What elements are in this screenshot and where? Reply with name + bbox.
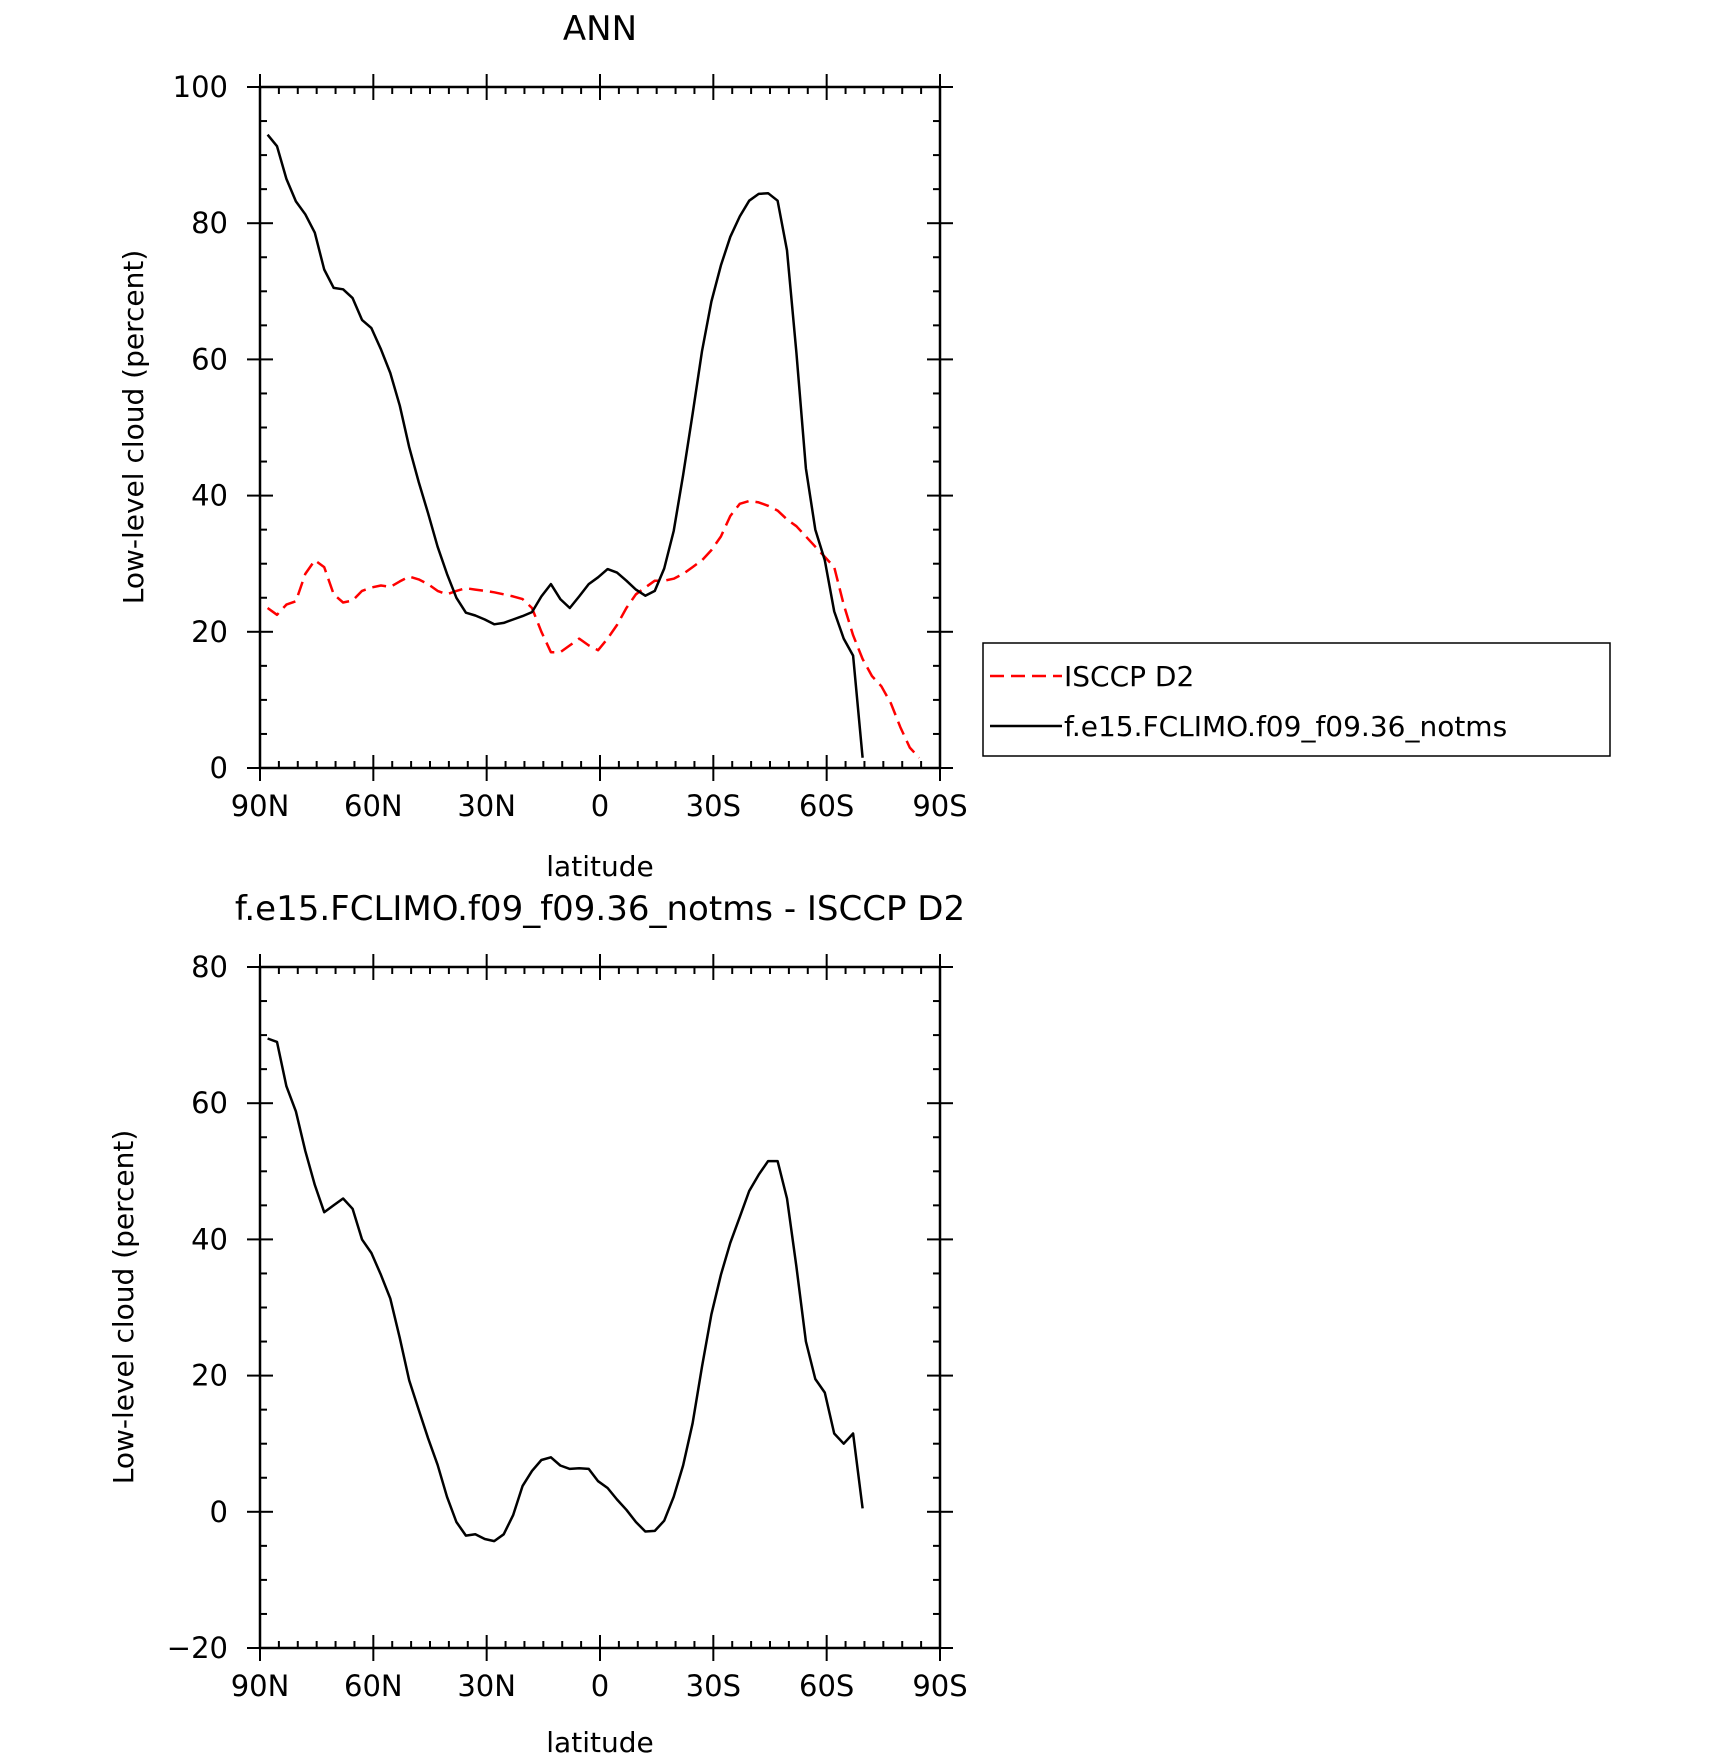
panel-bottom-series [267,1037,864,1543]
legend-box [982,642,1611,757]
panel-bottom-ticks [247,954,953,1661]
series-line-top-1 [266,133,864,758]
panel-top-frame [258,85,942,770]
x-tick-label: 30N [457,1669,516,1703]
y-tick-label: 0 [210,1495,228,1529]
panel-top: ANN 90N 60N 30N 0 30S 60S 90S 0 20 40 60 80 100 lati… [117,9,1611,883]
panel-top-series [266,133,921,759]
y-tick-label: 40 [191,1222,228,1256]
x-tick-label: 30S [686,1669,741,1703]
x-tick-label: 0 [591,1669,609,1703]
y-tick-label: 100 [173,70,228,104]
x-tick-label: 90S [912,1669,967,1703]
x-tick-label: 60N [344,789,403,823]
x-tick-label: 90N [231,789,290,823]
panel-bottom: f.e15.FCLIMO.f09_f09.36_notms - ISCCP D2… [107,889,968,1756]
y-tick-label: 80 [191,206,228,240]
panel-top-ticks [247,74,953,781]
panel-bottom-tick-labels: 90N 60N 30N 0 30S 60S 90S −20 0 20 40 60 80 [167,950,968,1703]
panel-bottom-title: f.e15.FCLIMO.f09_f09.36_notms - ISCCP D2 [235,889,965,929]
panel-top-title: ANN [563,9,637,49]
legend: ISCCP D2 f.e15.FCLIMO.f09_f09.36_notms [982,642,1611,757]
y-tick-label: 80 [191,950,228,984]
x-tick-label: 60S [799,789,854,823]
series-line-bottom-0 [267,1037,864,1543]
panel-bottom-xlabel: latitude [546,1726,653,1756]
y-tick-label: 20 [191,615,228,649]
x-tick-label: 30N [457,789,516,823]
panel-top-xlabel: latitude [546,850,653,883]
panel-bottom-frame [258,965,942,1650]
x-tick-label: 60S [799,1669,854,1703]
x-tick-label: 90S [912,789,967,823]
x-tick-label: 60N [344,1669,403,1703]
panel-top-ylabel: Low-level cloud (percent) [117,250,150,605]
x-tick-label: 90N [231,1669,290,1703]
legend-label-isccp: ISCCP D2 [1064,660,1194,693]
x-tick-label: 0 [591,789,609,823]
y-tick-label: 0 [210,751,228,785]
y-tick-label: 60 [191,1086,228,1120]
legend-label-model: f.e15.FCLIMO.f09_f09.36_notms [1064,710,1507,743]
series-line-top-0 [266,499,921,759]
y-tick-label: 60 [191,342,228,376]
y-tick-label: 20 [191,1359,228,1393]
panel-top-tick-labels: 90N 60N 30N 0 30S 60S 90S 0 20 40 60 80 100 [173,70,968,823]
y-tick-label: −20 [167,1631,228,1665]
y-tick-label: 40 [191,479,228,513]
panel-bottom-ylabel: Low-level cloud (percent) [107,1130,140,1485]
x-tick-label: 30S [686,789,741,823]
